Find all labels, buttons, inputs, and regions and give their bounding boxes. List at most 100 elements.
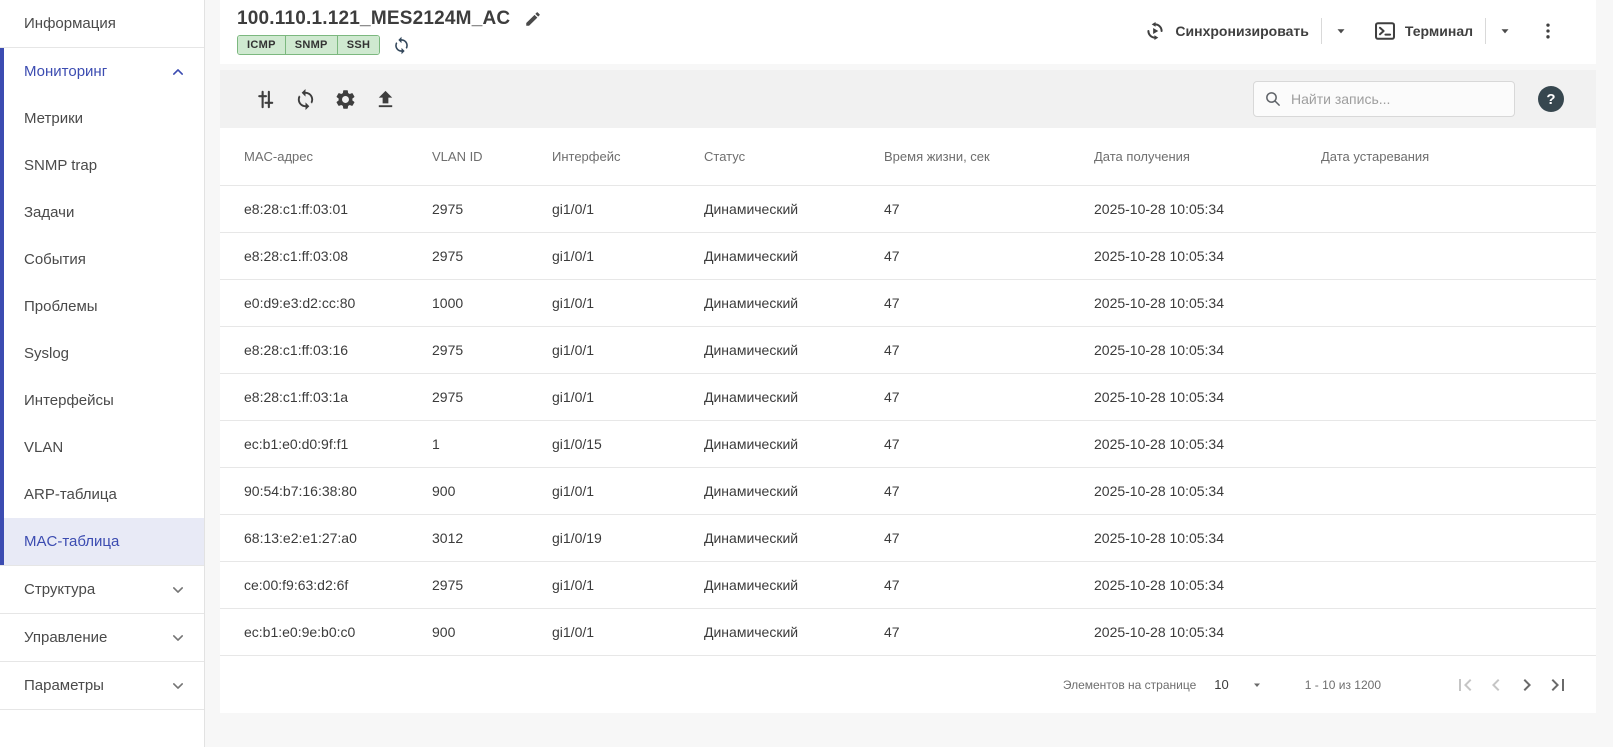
sidebar-item-syslog[interactable]: Syslog [4, 330, 204, 377]
sidebar-section-label: Управление [24, 629, 108, 646]
chevron-down-icon [173, 634, 183, 641]
cell-received: 2025-10-28 10:05:34 [1094, 372, 1321, 420]
table-row[interactable]: e8:28:c1:ff:03:1a 2975 gi1/0/1 Динамичес… [220, 372, 1596, 420]
sidebar-item-vlan[interactable]: VLAN [4, 424, 204, 471]
cell-mac: e8:28:c1:ff:03:1a [220, 372, 432, 420]
items-per-page-value: 10 [1214, 677, 1229, 692]
first-page-icon[interactable] [1453, 673, 1477, 697]
terminal-button[interactable]: Терминал [1374, 20, 1473, 42]
cell-received: 2025-10-28 10:05:34 [1094, 513, 1321, 561]
sidebar-item-metrics[interactable]: Метрики [4, 95, 204, 142]
table-row[interactable]: e8:28:c1:ff:03:08 2975 gi1/0/1 Динамичес… [220, 231, 1596, 279]
cell-ttl: 47 [884, 372, 1094, 420]
header-actions: Синхронизировать Терминал [1144, 8, 1558, 54]
sidebar-item-snmp-trap[interactable]: SNMP trap [4, 142, 204, 189]
cell-received: 2025-10-28 10:05:34 [1094, 231, 1321, 279]
divider [0, 47, 204, 48]
cell-interface: gi1/0/1 [552, 560, 704, 608]
previous-page-icon[interactable] [1484, 673, 1508, 697]
cell-vlan: 2975 [432, 325, 552, 373]
cell-expires [1321, 184, 1596, 232]
col-header-status[interactable]: Статус [704, 148, 746, 164]
cell-ttl: 47 [884, 466, 1094, 514]
badge-ssh: SSH [336, 36, 380, 54]
cell-received: 2025-10-28 10:05:34 [1094, 278, 1321, 326]
cell-status: Динамический [704, 278, 884, 326]
col-header-ttl[interactable]: Время жизни, сек [884, 148, 990, 164]
cell-received: 2025-10-28 10:05:34 [1094, 466, 1321, 514]
settings-gear-icon[interactable] [334, 88, 357, 111]
protocol-badges: ICMP SNMP SSH [237, 35, 381, 55]
cell-mac: ce:00:f9:63:d2:6f [220, 560, 432, 608]
cell-vlan: 1 [432, 419, 552, 467]
table-row[interactable]: ec:b1:e0:9e:b0:c0 900 gi1/0/1 Динамическ… [220, 607, 1596, 655]
sidebar-item-label: Информация [24, 15, 116, 32]
cell-status: Динамический [704, 419, 884, 467]
sidebar-item-interfaces[interactable]: Интерфейсы [4, 377, 204, 424]
cell-vlan: 1000 [432, 278, 552, 326]
items-per-page-select[interactable]: 10 [1214, 677, 1262, 692]
sidebar-item-information[interactable]: Информация [0, 0, 204, 47]
cell-mac: e0:d9:e3:d2:cc:80 [220, 278, 432, 326]
sidebar-item-label: MAC-таблица [24, 533, 120, 550]
col-header-mac[interactable]: MAC-адрес [244, 148, 313, 164]
table-row[interactable]: 68:13:e2:e1:27:a0 3012 gi1/0/19 Динамиче… [220, 513, 1596, 561]
sidebar-item-arp-table[interactable]: ARP-таблица [4, 471, 204, 518]
terminal-label: Терминал [1404, 23, 1473, 39]
items-per-page-label: Элементов на странице [1062, 677, 1197, 692]
cell-interface: gi1/0/1 [552, 231, 704, 279]
sidebar-section-management[interactable]: Управление [0, 614, 204, 661]
table-row[interactable]: ec:b1:e0:d0:9f:f1 1 gi1/0/15 Динамически… [220, 419, 1596, 467]
sidebar-monitoring-group: Мониторинг Метрики SNMP trap Задачи Собы… [0, 48, 204, 565]
table-row[interactable]: e8:28:c1:ff:03:01 2975 gi1/0/1 Динамичес… [220, 184, 1596, 232]
cell-ttl: 47 [884, 278, 1094, 326]
search-icon [1266, 92, 1280, 106]
sidebar-section-parameters[interactable]: Параметры [0, 662, 204, 709]
sidebar-section-label: Структура [24, 581, 96, 598]
sidebar-item-label: Проблемы [24, 298, 98, 315]
next-page-icon[interactable] [1515, 673, 1539, 697]
col-header-received[interactable]: Дата получения [1094, 148, 1190, 164]
sidebar-section-monitoring[interactable]: Мониторинг [4, 48, 204, 95]
last-page-icon[interactable] [1546, 673, 1570, 697]
sidebar-item-events[interactable]: События [4, 236, 204, 283]
sidebar-section-structure[interactable]: Структура [0, 566, 204, 613]
help-icon[interactable]: ? [1538, 86, 1564, 112]
refresh-icon[interactable] [294, 88, 317, 111]
refresh-status-icon[interactable] [392, 36, 411, 55]
cell-mac: 68:13:e2:e1:27:a0 [220, 513, 432, 561]
search-input[interactable] [1291, 91, 1504, 107]
upload-icon[interactable] [374, 88, 397, 111]
cell-mac: e8:28:c1:ff:03:08 [220, 231, 432, 279]
terminal-dropdown-caret[interactable] [1498, 24, 1512, 38]
cell-received: 2025-10-28 10:05:34 [1094, 607, 1321, 655]
sync-dropdown-caret[interactable] [1334, 24, 1348, 38]
table-row[interactable]: e0:d9:e3:d2:cc:80 1000 gi1/0/1 Динамичес… [220, 278, 1596, 326]
divider [0, 709, 204, 710]
synchronize-button[interactable]: Синхронизировать [1144, 20, 1309, 42]
cell-received: 2025-10-28 10:05:34 [1094, 184, 1321, 232]
table-header-row: MAC-адрес VLAN ID Интерфейс Статус Время… [220, 128, 1596, 185]
cell-status: Динамический [704, 560, 884, 608]
sidebar-item-tasks[interactable]: Задачи [4, 189, 204, 236]
table-row[interactable]: e8:28:c1:ff:03:16 2975 gi1/0/1 Динамичес… [220, 325, 1596, 373]
sidebar-item-problems[interactable]: Проблемы [4, 283, 204, 330]
cell-vlan: 2975 [432, 372, 552, 420]
table-row[interactable]: ce:00:f9:63:d2:6f 2975 gi1/0/1 Динамичес… [220, 560, 1596, 608]
cell-expires [1321, 325, 1596, 373]
edit-icon[interactable] [524, 10, 542, 28]
col-header-vlan[interactable]: VLAN ID [432, 148, 483, 164]
cell-ttl: 47 [884, 231, 1094, 279]
more-options-icon[interactable] [1538, 21, 1558, 41]
badge-snmp: SNMP [284, 36, 337, 54]
cell-received: 2025-10-28 10:05:34 [1094, 560, 1321, 608]
filter-icon[interactable] [254, 88, 277, 111]
table-row[interactable]: 90:54:b7:16:38:80 900 gi1/0/1 Динамическ… [220, 466, 1596, 514]
col-header-expires[interactable]: Дата устаревания [1321, 148, 1430, 164]
sidebar-item-mac-table[interactable]: MAC-таблица [4, 518, 204, 565]
col-header-interface[interactable]: Интерфейс [552, 148, 621, 164]
cell-mac: ec:b1:e0:d0:9f:f1 [220, 419, 432, 467]
sync-play-icon [1147, 22, 1164, 40]
mac-address-table: MAC-адрес VLAN ID Интерфейс Статус Время… [220, 128, 1596, 655]
